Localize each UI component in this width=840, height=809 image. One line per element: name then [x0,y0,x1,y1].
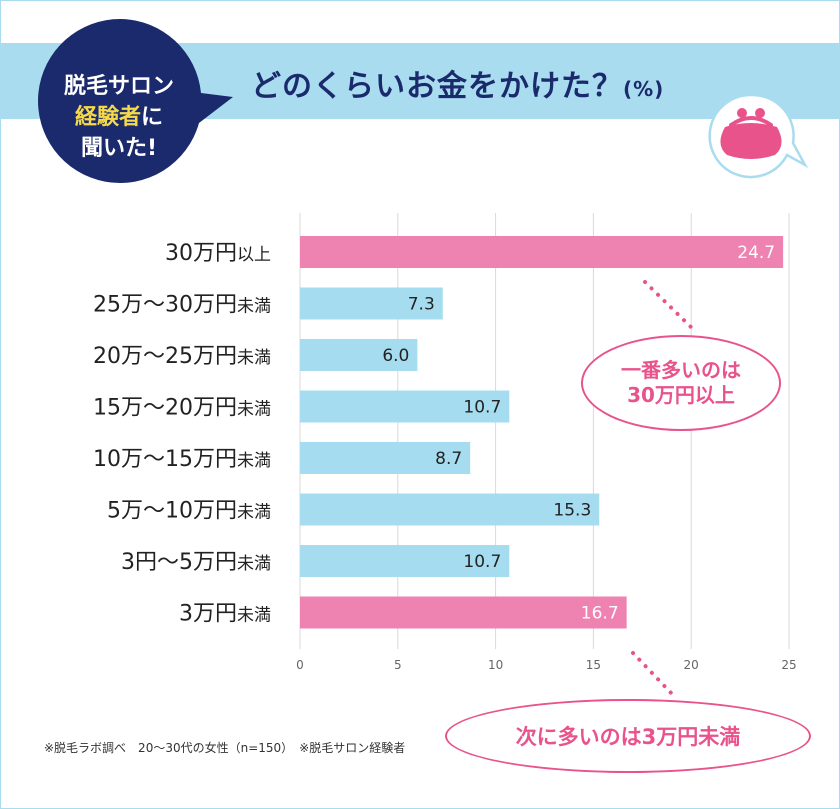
callout-most-common-line-1: 一番多いのは [621,358,741,382]
tick-label-3: 15 [586,658,601,672]
badge-line-1: 脱毛サロン [63,74,174,99]
chart-title: どのくらいお金をかけた？(%) [251,61,664,105]
callout-most-common: 一番多いのは 30万円以上 [581,335,781,431]
tick-label-2: 10 [488,658,503,672]
tick-label-4: 20 [684,658,699,672]
category-label-suffix-6: 未満 [237,554,271,574]
category-label-suffix-0: 以上 [237,245,271,265]
callout-most-common-line-2: 30万円以上 [627,383,735,407]
badge-line-3: 聞いた! [80,136,158,161]
badge-bubble [38,18,233,183]
category-label-main-0: 30万円 [165,241,237,266]
category-label-main-2: 20万～25万円 [93,344,237,369]
bar-2 [300,339,418,371]
bar-4 [300,442,471,474]
tick-label-0: 0 [296,658,304,672]
bars: 24.7 7.3 6.0 10.7 8.7 15.3 10.7 16.7 [300,236,784,629]
category-label-suffix-3: 未満 [237,400,271,420]
category-label-suffix-2: 未満 [237,348,271,368]
category-label-suffix-5: 未満 [237,503,271,523]
category-label-main-7: 3万円 [179,602,237,627]
value-label-3: 10.7 [463,398,501,418]
value-label-0: 24.7 [737,243,775,263]
survey-badge [38,18,233,183]
footnote: ※脱毛ラボ調べ 20～30代の女性（n=150） ※脱毛サロン経験者 [44,741,406,755]
badge-line-2: 経験者に [39,102,199,133]
purse-clasp-right [755,108,765,118]
bar-3 [300,390,510,423]
category-label-1: 25万～30万円未満 [93,293,271,318]
category-label-0: 30万円以上 [165,241,271,266]
bar-1 [300,287,443,320]
gridlines [299,213,790,649]
purse-body [720,123,782,159]
value-label-6: 10.7 [463,552,501,572]
category-label-4: 10万～15万円未満 [93,447,271,472]
bar-7 [300,596,627,629]
callout-leaders [631,280,697,697]
category-label-suffix-4: 未満 [237,451,271,471]
category-label-suffix-7: 未満 [237,606,271,626]
category-label-suffix-1: 未満 [237,297,271,317]
category-label-5: 5万～10万円未満 [107,499,271,524]
value-label-7: 16.7 [581,604,619,624]
category-label-2: 20万～25万円未満 [93,344,271,369]
category-label-main-5: 5万～10万円 [107,499,237,524]
chart-title-text: どのくらいお金をかけた？ [251,69,623,104]
value-label-5: 15.3 [553,501,591,521]
category-label-main-6: 3円～5万円 [121,550,237,575]
leader-second-most [631,651,675,697]
category-label-7: 3万円未満 [179,602,271,627]
chart-unit: (%) [623,77,665,101]
coin-purse-icon [708,93,809,179]
bar-5 [300,493,600,526]
badge-line-2-rest: に [141,105,164,130]
category-label-main-3: 15万～20万円 [93,396,237,421]
purse-clasp-left [737,108,747,118]
tick-label-5: 25 [781,658,796,672]
tick-label-1: 5 [394,658,402,672]
category-label-6: 3円～5万円未満 [121,550,271,575]
category-label-main-1: 25万～30万円 [93,293,237,318]
bar-6 [300,545,510,577]
value-label-4: 8.7 [435,449,462,469]
category-labels: 30万円以上25万～30万円未満20万～25万円未満15万～20万円未満10万～… [93,241,271,627]
tick-labels: 0 5 10 15 20 25 [296,658,796,672]
value-label-1: 7.3 [408,295,435,315]
badge-text: 脱毛サロン 経験者に 聞いた! [39,71,199,164]
bar-0 [300,236,784,268]
purse-frame [729,116,773,127]
badge-accent-text: 経験者 [74,105,141,130]
value-label-2: 6.0 [382,346,409,366]
callout-second-most: 次に多いのは3万円未満 [445,699,811,773]
leader-most-common [643,280,697,333]
category-label-3: 15万～20万円未満 [93,396,271,421]
category-label-main-4: 10万～15万円 [93,447,237,472]
